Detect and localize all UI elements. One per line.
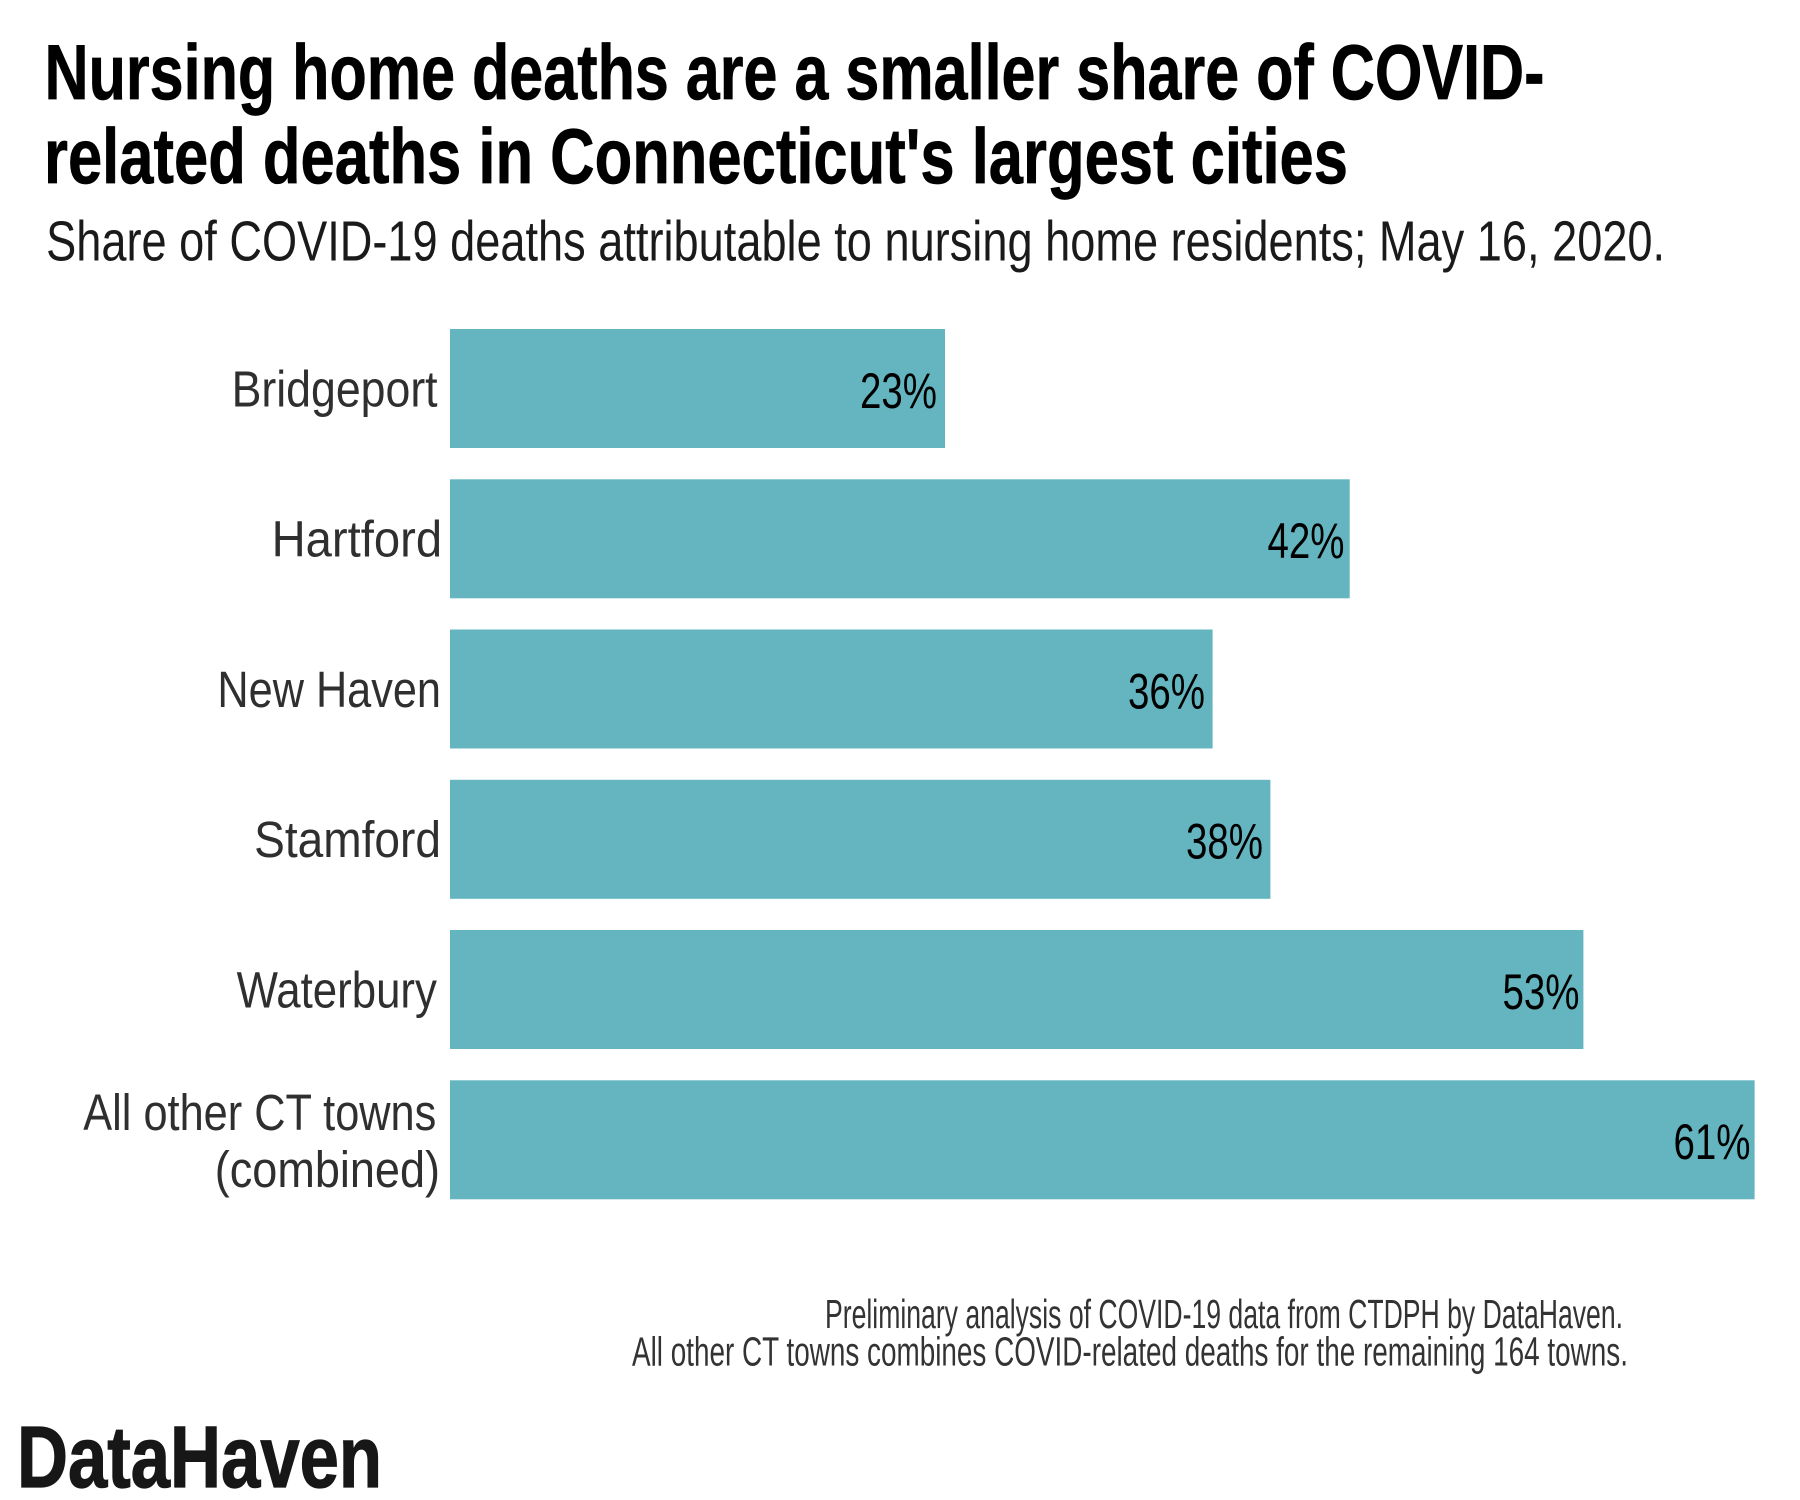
svg-text:38%: 38% [1186,814,1263,870]
svg-text:Share of COVID-19 deaths attri: Share of COVID-19 deaths attributable to… [46,210,1665,274]
svg-text:Nursing home deaths are a smal: Nursing home deaths are a smaller share … [45,28,1545,116]
svg-text:61%: 61% [1674,1114,1751,1170]
svg-text:(combined): (combined) [215,1141,440,1198]
svg-text:Preliminary analysis of COVID-: Preliminary analysis of COVID-19 data fr… [825,1291,1623,1337]
svg-text:New Haven: New Haven [217,661,441,718]
svg-text:DataHaven: DataHaven [17,1409,382,1500]
svg-text:Hartford: Hartford [272,511,443,568]
svg-text:36%: 36% [1128,664,1205,720]
svg-text:related deaths in Connecticut': related deaths in Connecticut's largest … [44,112,1348,200]
svg-text:Stamford: Stamford [254,811,441,868]
svg-text:42%: 42% [1268,513,1345,569]
svg-text:23%: 23% [860,363,937,419]
svg-text:All other CT towns combines CO: All other CT towns combines COVID-relate… [632,1329,1628,1375]
svg-text:53%: 53% [1503,964,1580,1020]
svg-text:All other CT towns: All other CT towns [83,1084,436,1141]
svg-text:Waterbury: Waterbury [237,961,438,1018]
svg-text:Bridgeport: Bridgeport [232,360,438,417]
